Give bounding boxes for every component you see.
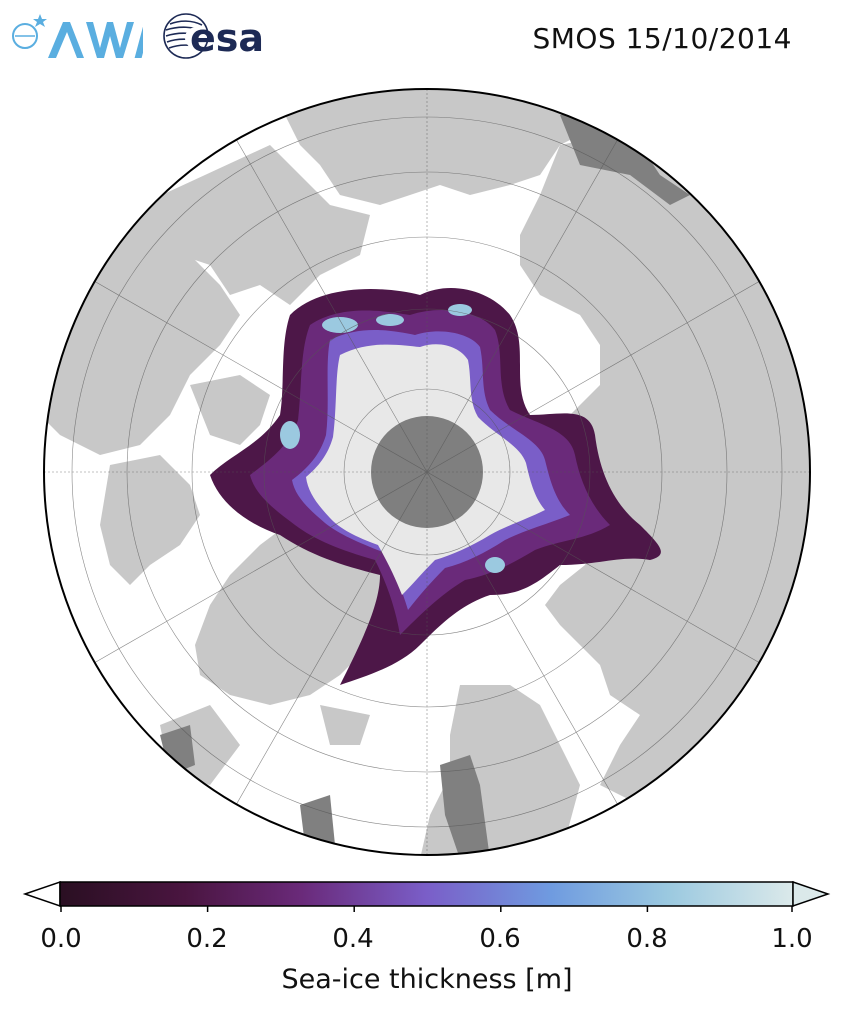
colorbar — [22, 880, 831, 912]
land — [44, 89, 810, 855]
map-title: SMOS 15/10/2014 — [532, 22, 792, 55]
map-boundary — [43, 88, 811, 856]
colorbar-label: Sea-ice thickness [m] — [281, 964, 573, 995]
svg-text:esa: esa — [190, 16, 264, 60]
esa-logo: esa — [163, 13, 264, 60]
colorbar-extend-min — [22, 880, 61, 908]
colorbar-tick-label: 0.6 — [479, 924, 521, 954]
medium-ice-patches — [280, 304, 505, 573]
colorbar-ticks — [60, 906, 793, 912]
colorbar-tick-label: 0.2 — [186, 924, 228, 954]
graticule — [44, 89, 810, 855]
colorbar-tick-label: 0.8 — [626, 924, 668, 954]
colorbar-gradient — [59, 881, 794, 907]
colorbar-tick-label: 0.0 — [40, 924, 82, 954]
colorbar-tick-label: 0.4 — [332, 924, 374, 954]
polar-sea-ice-map — [43, 88, 811, 856]
colorbar-tick-label: 1.0 — [771, 924, 813, 954]
colorbar-extend-max — [792, 880, 831, 908]
awi-logo — [12, 14, 143, 58]
